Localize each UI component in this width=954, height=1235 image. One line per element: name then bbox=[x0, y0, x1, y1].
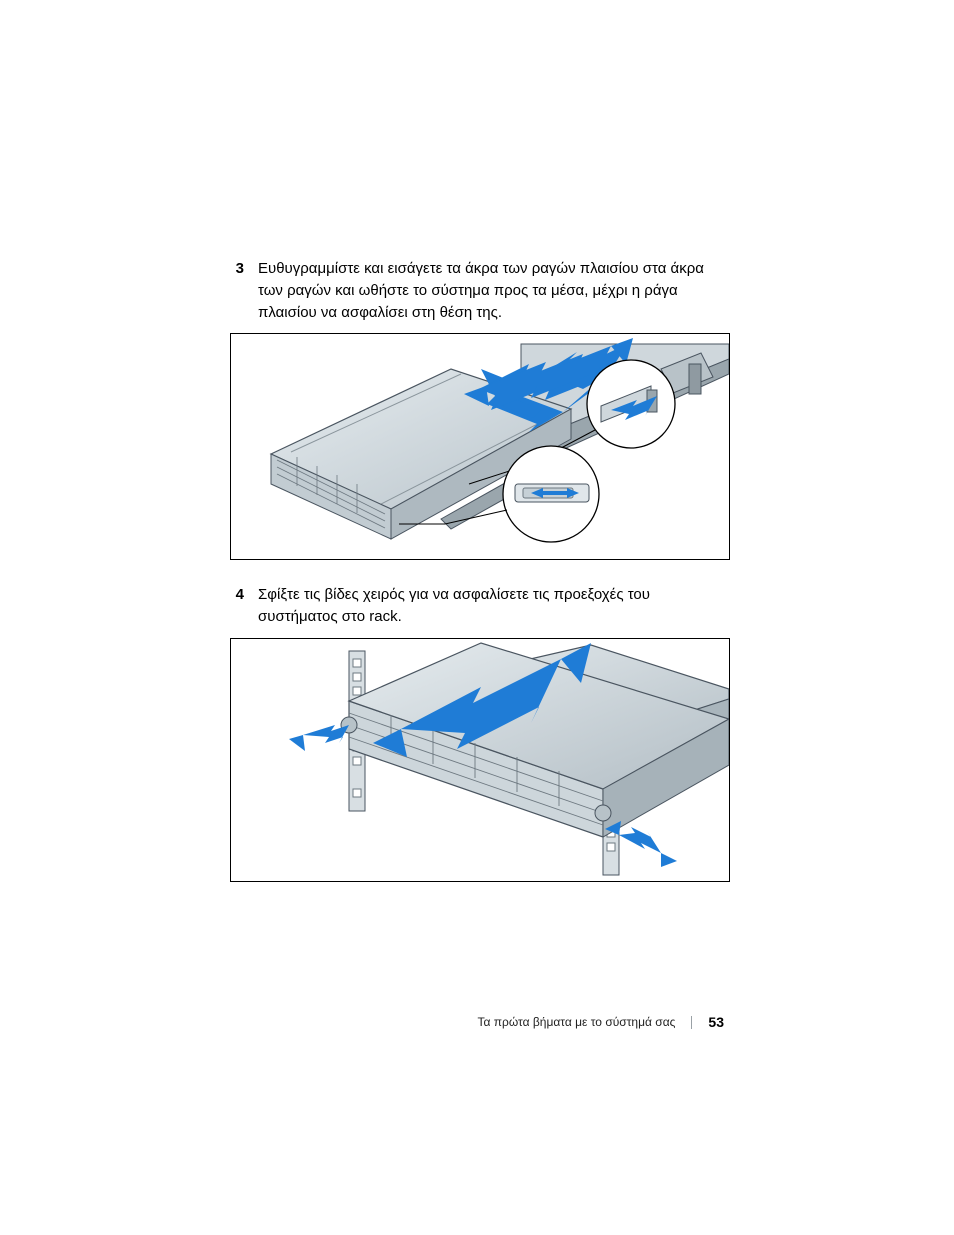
step-3: 3 Ευθυγραμμίστε και εισάγετε τα άκρα των… bbox=[230, 258, 730, 323]
step-text: Σφίξτε τις βίδες χειρός για να ασφαλίσετ… bbox=[258, 584, 730, 628]
step-4: 4 Σφίξτε τις βίδες χειρός για να ασφαλίσ… bbox=[230, 584, 730, 628]
step-number: 3 bbox=[224, 258, 244, 323]
thumbscrew-illustration bbox=[231, 639, 729, 881]
footer-separator bbox=[691, 1016, 692, 1029]
figure-rail-align bbox=[230, 333, 730, 560]
manual-page: 3 Ευθυγραμμίστε και εισάγετε τα άκρα των… bbox=[0, 0, 954, 1235]
step-text: Ευθυγραμμίστε και εισάγετε τα άκρα των ρ… bbox=[258, 258, 730, 323]
page-content: 3 Ευθυγραμμίστε και εισάγετε τα άκρα των… bbox=[230, 258, 730, 906]
instruction-list: 3 Ευθυγραμμίστε και εισάγετε τα άκρα των… bbox=[230, 258, 730, 882]
footer-section-title: Τα πρώτα βήματα με το σύστημά σας bbox=[477, 1015, 675, 1029]
thumbscrew-arrow-left-icon bbox=[289, 725, 349, 751]
rail-align-illustration bbox=[231, 334, 729, 559]
figure-thumbscrews bbox=[230, 638, 730, 882]
page-number: 53 bbox=[708, 1014, 724, 1030]
step-number: 4 bbox=[224, 584, 244, 628]
page-footer: Τα πρώτα βήματα με το σύστημά σας 53 bbox=[477, 1014, 724, 1030]
